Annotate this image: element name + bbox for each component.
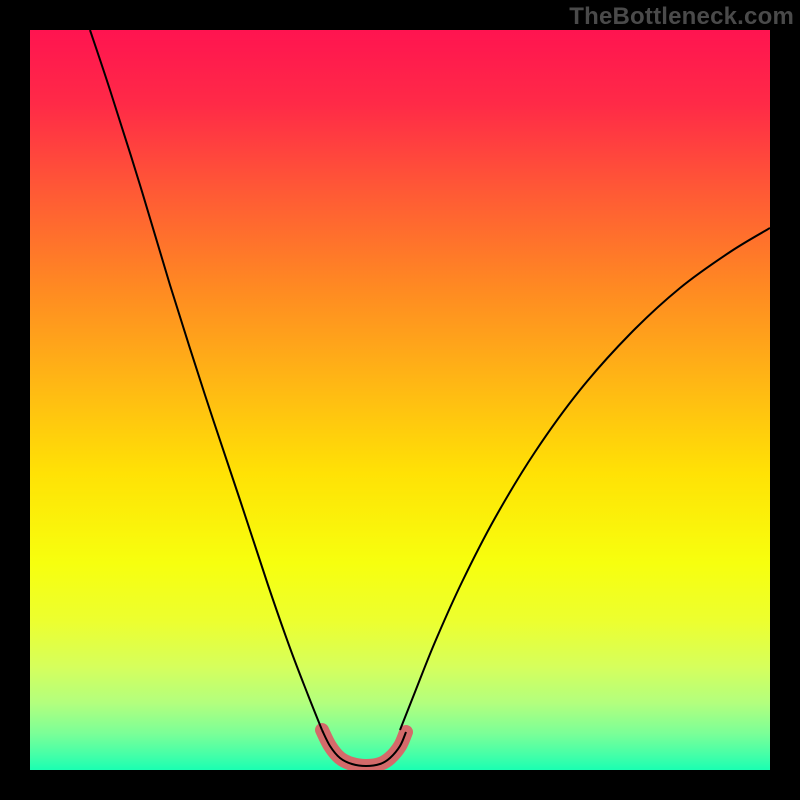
plot-area xyxy=(30,30,770,770)
right-curve-path xyxy=(400,228,770,730)
watermark-text: TheBottleneck.com xyxy=(569,3,794,31)
curve-layer xyxy=(30,30,770,770)
valley-highlight-path xyxy=(322,730,406,766)
left-curve-path xyxy=(90,30,322,730)
